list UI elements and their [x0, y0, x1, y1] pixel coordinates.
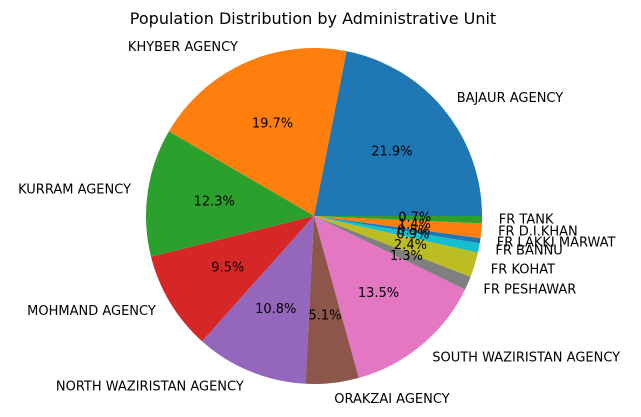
percent-label-fr-lakki-marwat: 0.5% [397, 223, 430, 238]
slice-fr-lakki-marwat [314, 216, 481, 244]
percent-label-mohmand-agency: 9.5% [211, 261, 244, 276]
percent-label-fr-d-i-khan: 1.4% [398, 217, 431, 232]
category-label-kurram-agency: KURRAM AGENCY [18, 182, 131, 197]
category-label-fr-tank: FR TANK [499, 213, 554, 228]
slice-fr-bannu [314, 216, 480, 253]
category-label-fr-peshawar: FR PESHAWAR [483, 282, 576, 297]
percent-label-fr-tank: 0.7% [398, 211, 431, 226]
slice-fr-tank [314, 216, 482, 224]
category-label-bajaur-agency: BAJAUR AGENCY [457, 91, 564, 106]
category-label-mohmand-agency: MOHMAND AGENCY [27, 304, 156, 319]
slice-north-waziristan-agency [202, 216, 314, 384]
percent-label-fr-peshawar: 1.3% [390, 249, 423, 264]
percent-label-fr-kohat: 2.4% [394, 238, 427, 253]
slice-mohmand-agency [151, 216, 314, 342]
category-label-north-waziristan-agency: NORTH WAZIRISTAN AGENCY [56, 379, 244, 394]
slice-south-waziristan-agency [314, 216, 466, 378]
slice-bajaur-agency [314, 51, 482, 217]
pie-slices [145, 48, 482, 385]
percent-label-kurram-agency: 12.3% [194, 194, 235, 209]
category-label-fr-bannu: FR BANNU [495, 244, 562, 259]
category-label-orakzai-agency: ORAKZAI AGENCY [334, 392, 449, 407]
slice-fr-kohat [314, 216, 478, 277]
category-label-fr-d-i-khan: FR D.I.KHAN [498, 225, 578, 240]
slice-khyber-agency [168, 48, 347, 216]
category-label-fr-lakki-marwat: FR LAKKI MARWAT [497, 236, 616, 251]
percent-label-bajaur-agency: 21.9% [371, 144, 412, 159]
category-labels: BAJAUR AGENCY KHYBER AGENCY KURRAM AGENCY M… [18, 40, 620, 407]
chart-title: Population Distribution by Administrativ… [130, 9, 496, 28]
category-label-khyber-agency: KHYBER AGENCY [128, 40, 238, 55]
percent-label-fr-bannu: 0.9% [396, 228, 429, 243]
category-label-fr-kohat: FR KOHAT [491, 262, 555, 277]
percent-label-orakzai-agency: 5.1% [309, 309, 342, 324]
percent-label-south-waziristan-agency: 13.5% [358, 286, 399, 301]
percent-label-khyber-agency: 19.7% [252, 117, 293, 132]
slice-fr-peshawar [314, 216, 471, 290]
slice-kurram-agency [145, 131, 314, 257]
percent-label-north-waziristan-agency: 10.8% [255, 302, 296, 317]
slice-orakzai-agency [305, 216, 359, 385]
percent-labels: 21.9% 19.7% 12.3% 9.5% 10.8% 5.1% 13.5% 1.3%2.4… [194, 117, 432, 324]
slice-fr-d-i-khan [314, 216, 482, 239]
category-label-south-waziristan-agency: SOUTH WAZIRISTAN AGENCY [432, 351, 620, 366]
